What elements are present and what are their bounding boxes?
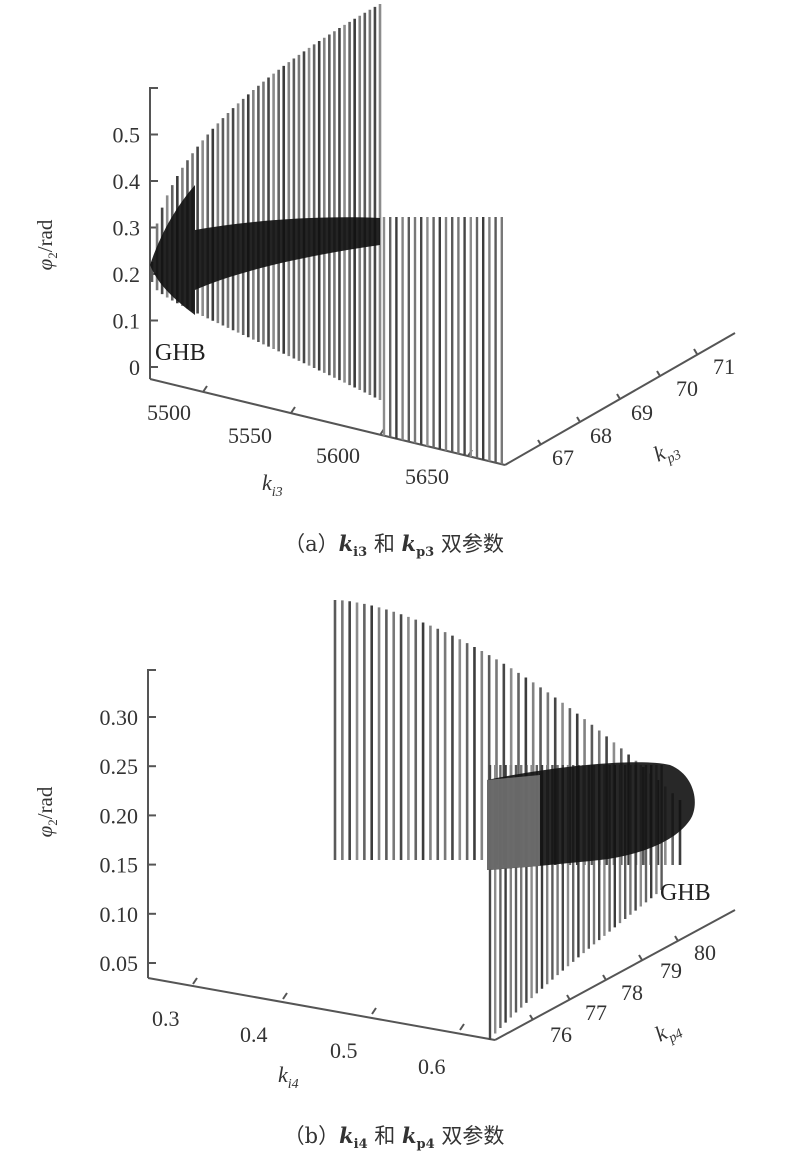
z-tick bbox=[576, 416, 581, 423]
caption-a: （a）ki3 和 kp3 双参数 bbox=[0, 528, 788, 560]
x-axis-title: ki4 bbox=[278, 1062, 299, 1092]
x-tick-label: 5550 bbox=[228, 423, 272, 448]
y-axis-title: φ2/rad bbox=[33, 786, 60, 837]
z-tick bbox=[638, 954, 643, 961]
z-tick bbox=[674, 935, 679, 942]
core-edge bbox=[487, 775, 540, 870]
caption-b-k2: k bbox=[401, 1123, 417, 1148]
y-tick-label: 0.2 bbox=[113, 262, 141, 287]
x-tick bbox=[282, 992, 288, 1000]
x-tick-label: 0.6 bbox=[418, 1054, 446, 1079]
caption-b-prefix: （b） bbox=[283, 1124, 340, 1148]
z-tick bbox=[602, 974, 607, 981]
caption-a-prefix: （a） bbox=[284, 532, 339, 556]
y-tick-label: 0.25 bbox=[100, 754, 139, 779]
y-tick-label: 0.1 bbox=[113, 309, 141, 334]
z-axis-title: kp4 bbox=[651, 1013, 686, 1051]
x-tick bbox=[371, 1007, 377, 1015]
z-tick bbox=[537, 439, 542, 446]
x-tick-label: 5500 bbox=[147, 400, 191, 425]
caption-b: （b）ki4 和 kp4 双参数 bbox=[0, 1120, 788, 1152]
z-tick-label: 78 bbox=[621, 980, 643, 1005]
z-tick-label: 71 bbox=[713, 354, 735, 379]
z-tick bbox=[529, 1014, 534, 1021]
caption-a-and: 和 bbox=[367, 532, 402, 556]
ghb-annotation: GHB bbox=[660, 880, 711, 906]
x-tick bbox=[202, 385, 208, 393]
y-tick-label: 0.10 bbox=[100, 902, 139, 927]
caption-b-k2-sub: p4 bbox=[416, 1137, 435, 1153]
x-tick bbox=[290, 406, 296, 414]
z-tick-label: 69 bbox=[631, 400, 653, 425]
x-tick-label: 0.4 bbox=[240, 1022, 268, 1047]
x-tick-label: 5600 bbox=[316, 443, 360, 468]
y-axis-line bbox=[149, 87, 158, 379]
caption-b-suffix: 双参数 bbox=[434, 1124, 505, 1148]
z-tick-label: 77 bbox=[585, 1000, 607, 1025]
caption-a-k2: k bbox=[401, 531, 417, 556]
z-tick-label: 67 bbox=[552, 445, 574, 470]
z-tick bbox=[616, 393, 621, 400]
y-tick-label: 0 bbox=[129, 355, 140, 380]
x-tick-label: 0.5 bbox=[330, 1038, 358, 1063]
caption-b-k1: k bbox=[339, 1123, 354, 1148]
caption-b-k1-sub: i4 bbox=[353, 1137, 368, 1153]
y-tick-label: 0.05 bbox=[100, 951, 139, 976]
x-tick-label: 0.3 bbox=[152, 1006, 180, 1031]
x-tick bbox=[192, 977, 198, 985]
z-axis-line bbox=[494, 909, 736, 1041]
z-tick bbox=[693, 348, 698, 355]
z-tick-label: 68 bbox=[590, 423, 612, 448]
y-tick-label: 0.30 bbox=[100, 705, 139, 730]
caption-a-k1: k bbox=[338, 531, 354, 556]
y-tick-label: 0.20 bbox=[100, 803, 139, 828]
z-tick-label: 70 bbox=[676, 376, 698, 401]
y-tick-label: 0.4 bbox=[113, 169, 141, 194]
y-tick-label: 0.3 bbox=[113, 216, 141, 241]
x-axis-title: ki3 bbox=[262, 470, 283, 500]
z-axis-title: kp3 bbox=[650, 434, 684, 471]
chart-b-plot: 0.05 0.10 0.15 0.20 0.25 0.30 φ2/rad 0.3 0.4 0.5 0… bbox=[33, 600, 736, 1092]
caption-a-k2-sub: p3 bbox=[416, 545, 435, 561]
z-tick-label: 79 bbox=[660, 958, 682, 983]
z-tick-label: 76 bbox=[550, 1022, 572, 1047]
x-axis-line bbox=[147, 977, 496, 1041]
y-axis-line bbox=[147, 669, 156, 978]
z-tick bbox=[566, 994, 571, 1001]
chart-a-plot: 0 0.1 0.2 0.3 0.4 0.5 φ2/rad 5500 5550 5600 5650 ki… bbox=[33, 4, 736, 500]
x-tick bbox=[459, 1023, 465, 1031]
z-tick-label: 80 bbox=[694, 940, 716, 965]
ghb-annotation: GHB bbox=[155, 340, 206, 366]
caption-a-k1-sub: i3 bbox=[353, 545, 368, 561]
chart-panel-b: 0.05 0.10 0.15 0.20 0.25 0.30 φ2/rad 0.3 0.4 0.5 0… bbox=[0, 580, 788, 1161]
caption-b-and: 和 bbox=[367, 1124, 402, 1148]
chart-panel-a: 0 0.1 0.2 0.3 0.4 0.5 φ2/rad 5500 5550 5600 5650 ki… bbox=[0, 0, 788, 580]
bifurcation-core bbox=[150, 185, 380, 315]
y-tick-label: 0.15 bbox=[100, 853, 139, 878]
y-axis-title: φ2/rad bbox=[33, 219, 60, 270]
y-tick-label: 0.5 bbox=[113, 123, 141, 148]
caption-a-suffix: 双参数 bbox=[434, 532, 504, 556]
x-tick-label: 5650 bbox=[405, 464, 449, 489]
z-tick bbox=[656, 370, 661, 377]
